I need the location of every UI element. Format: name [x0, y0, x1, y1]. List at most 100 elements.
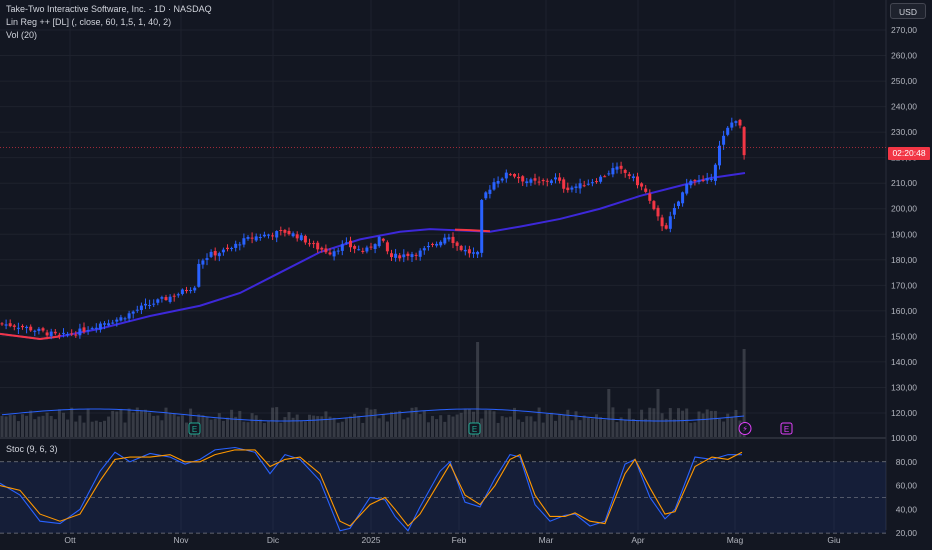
volume-bar	[340, 421, 344, 437]
candle	[320, 246, 324, 253]
candle	[98, 321, 102, 333]
volume-bar	[496, 422, 500, 437]
candle	[664, 222, 668, 230]
time-tick-label: Giu	[827, 535, 841, 545]
volume-bar	[115, 411, 119, 437]
svg-text:E: E	[192, 425, 197, 434]
volume-bar	[0, 415, 4, 437]
volume-bar	[41, 415, 45, 437]
candle	[316, 240, 320, 253]
volume-bar	[513, 407, 516, 437]
candle	[459, 244, 463, 252]
volume-bar	[668, 408, 672, 437]
event-markers[interactable]: E E E ⚡	[188, 422, 793, 435]
volume-bar	[135, 407, 139, 437]
candle	[549, 179, 553, 186]
volume-ma-line	[1, 408, 745, 422]
volume-bar	[90, 421, 94, 437]
dividend-marker[interactable]: ⚡	[738, 422, 752, 435]
earnings-marker[interactable]: E	[780, 422, 793, 435]
time-axis[interactable]: Ott Nov Dic 2025 Feb Mar Apr Mag Giu	[64, 535, 841, 545]
volume-bar	[742, 349, 746, 437]
candle	[435, 241, 439, 248]
volume-bar	[385, 421, 389, 437]
stoch-legend[interactable]: Stoc (9, 6, 3)	[6, 444, 58, 454]
candle	[29, 324, 33, 332]
volume-bar	[21, 414, 24, 437]
volume-bar	[29, 410, 33, 437]
volume-bar	[701, 413, 705, 437]
volume-bar	[636, 420, 639, 437]
earnings-marker[interactable]: E	[468, 422, 481, 435]
volume-bar	[254, 415, 258, 437]
candle	[107, 319, 111, 327]
candle	[431, 242, 434, 248]
volume-bar	[70, 407, 74, 437]
volume-bar	[12, 415, 16, 437]
candle	[484, 191, 488, 201]
candlesticks[interactable]	[0, 117, 746, 340]
volume-bar	[209, 419, 213, 437]
candle	[193, 285, 197, 293]
candle	[267, 233, 270, 239]
candle	[168, 294, 172, 304]
candle	[738, 118, 742, 129]
volume-bar	[619, 417, 623, 437]
volume-bar	[607, 389, 611, 437]
volume-bar	[287, 412, 291, 437]
volume-bar	[599, 417, 603, 437]
candle	[533, 173, 537, 185]
candle	[57, 332, 61, 340]
volume-bar	[722, 421, 726, 437]
candle	[242, 233, 246, 248]
volume-legend[interactable]: Vol (20)	[6, 30, 38, 40]
volume-bar	[156, 415, 160, 437]
candle	[287, 227, 291, 236]
volume-bar	[394, 411, 398, 437]
volume-bar	[242, 421, 246, 437]
svg-text:E: E	[472, 425, 477, 434]
candle	[660, 214, 664, 232]
volume-bar	[377, 418, 381, 437]
candle	[205, 253, 209, 266]
volume-bar	[426, 422, 430, 437]
volume-bar	[123, 422, 127, 437]
candle	[619, 161, 623, 174]
volume-bar	[312, 415, 316, 437]
candle	[303, 234, 307, 245]
volume-bar	[172, 413, 176, 437]
candle	[164, 294, 168, 301]
volume-bar	[103, 420, 106, 437]
earnings-marker[interactable]: E	[188, 422, 201, 435]
stoch-tick-label: 100,00	[891, 433, 917, 443]
candle	[455, 241, 459, 251]
candle	[189, 287, 193, 294]
candle	[705, 172, 709, 184]
volume-bar	[57, 409, 61, 437]
volume-bar	[62, 412, 65, 437]
price-axis[interactable]: 270,00260,00250,00240,00230,00220,00210,…	[891, 25, 917, 538]
volume-bar	[705, 409, 709, 437]
volume-bar	[615, 422, 619, 437]
candle	[340, 240, 344, 256]
price-tick-label: 130,00	[891, 382, 917, 392]
candle	[299, 232, 303, 242]
currency-button[interactable]: USD	[890, 3, 926, 19]
candle	[33, 329, 37, 337]
candle	[443, 233, 447, 246]
volume-bar	[431, 415, 434, 437]
volume-bar	[562, 414, 566, 437]
volume-bar	[660, 413, 664, 437]
candle	[562, 177, 566, 193]
volume-bar	[488, 410, 492, 437]
volume-bar	[623, 419, 627, 437]
volume-bar	[262, 422, 266, 437]
candle	[16, 322, 20, 335]
candle	[541, 178, 545, 186]
volume-bar	[455, 414, 459, 437]
candle	[385, 240, 389, 255]
volume-bar	[689, 422, 693, 437]
linreg-legend[interactable]: Lin Reg ++ [DL] (, close, 60, 1,5, 1, 40…	[6, 17, 172, 27]
volume-bar	[332, 417, 336, 437]
